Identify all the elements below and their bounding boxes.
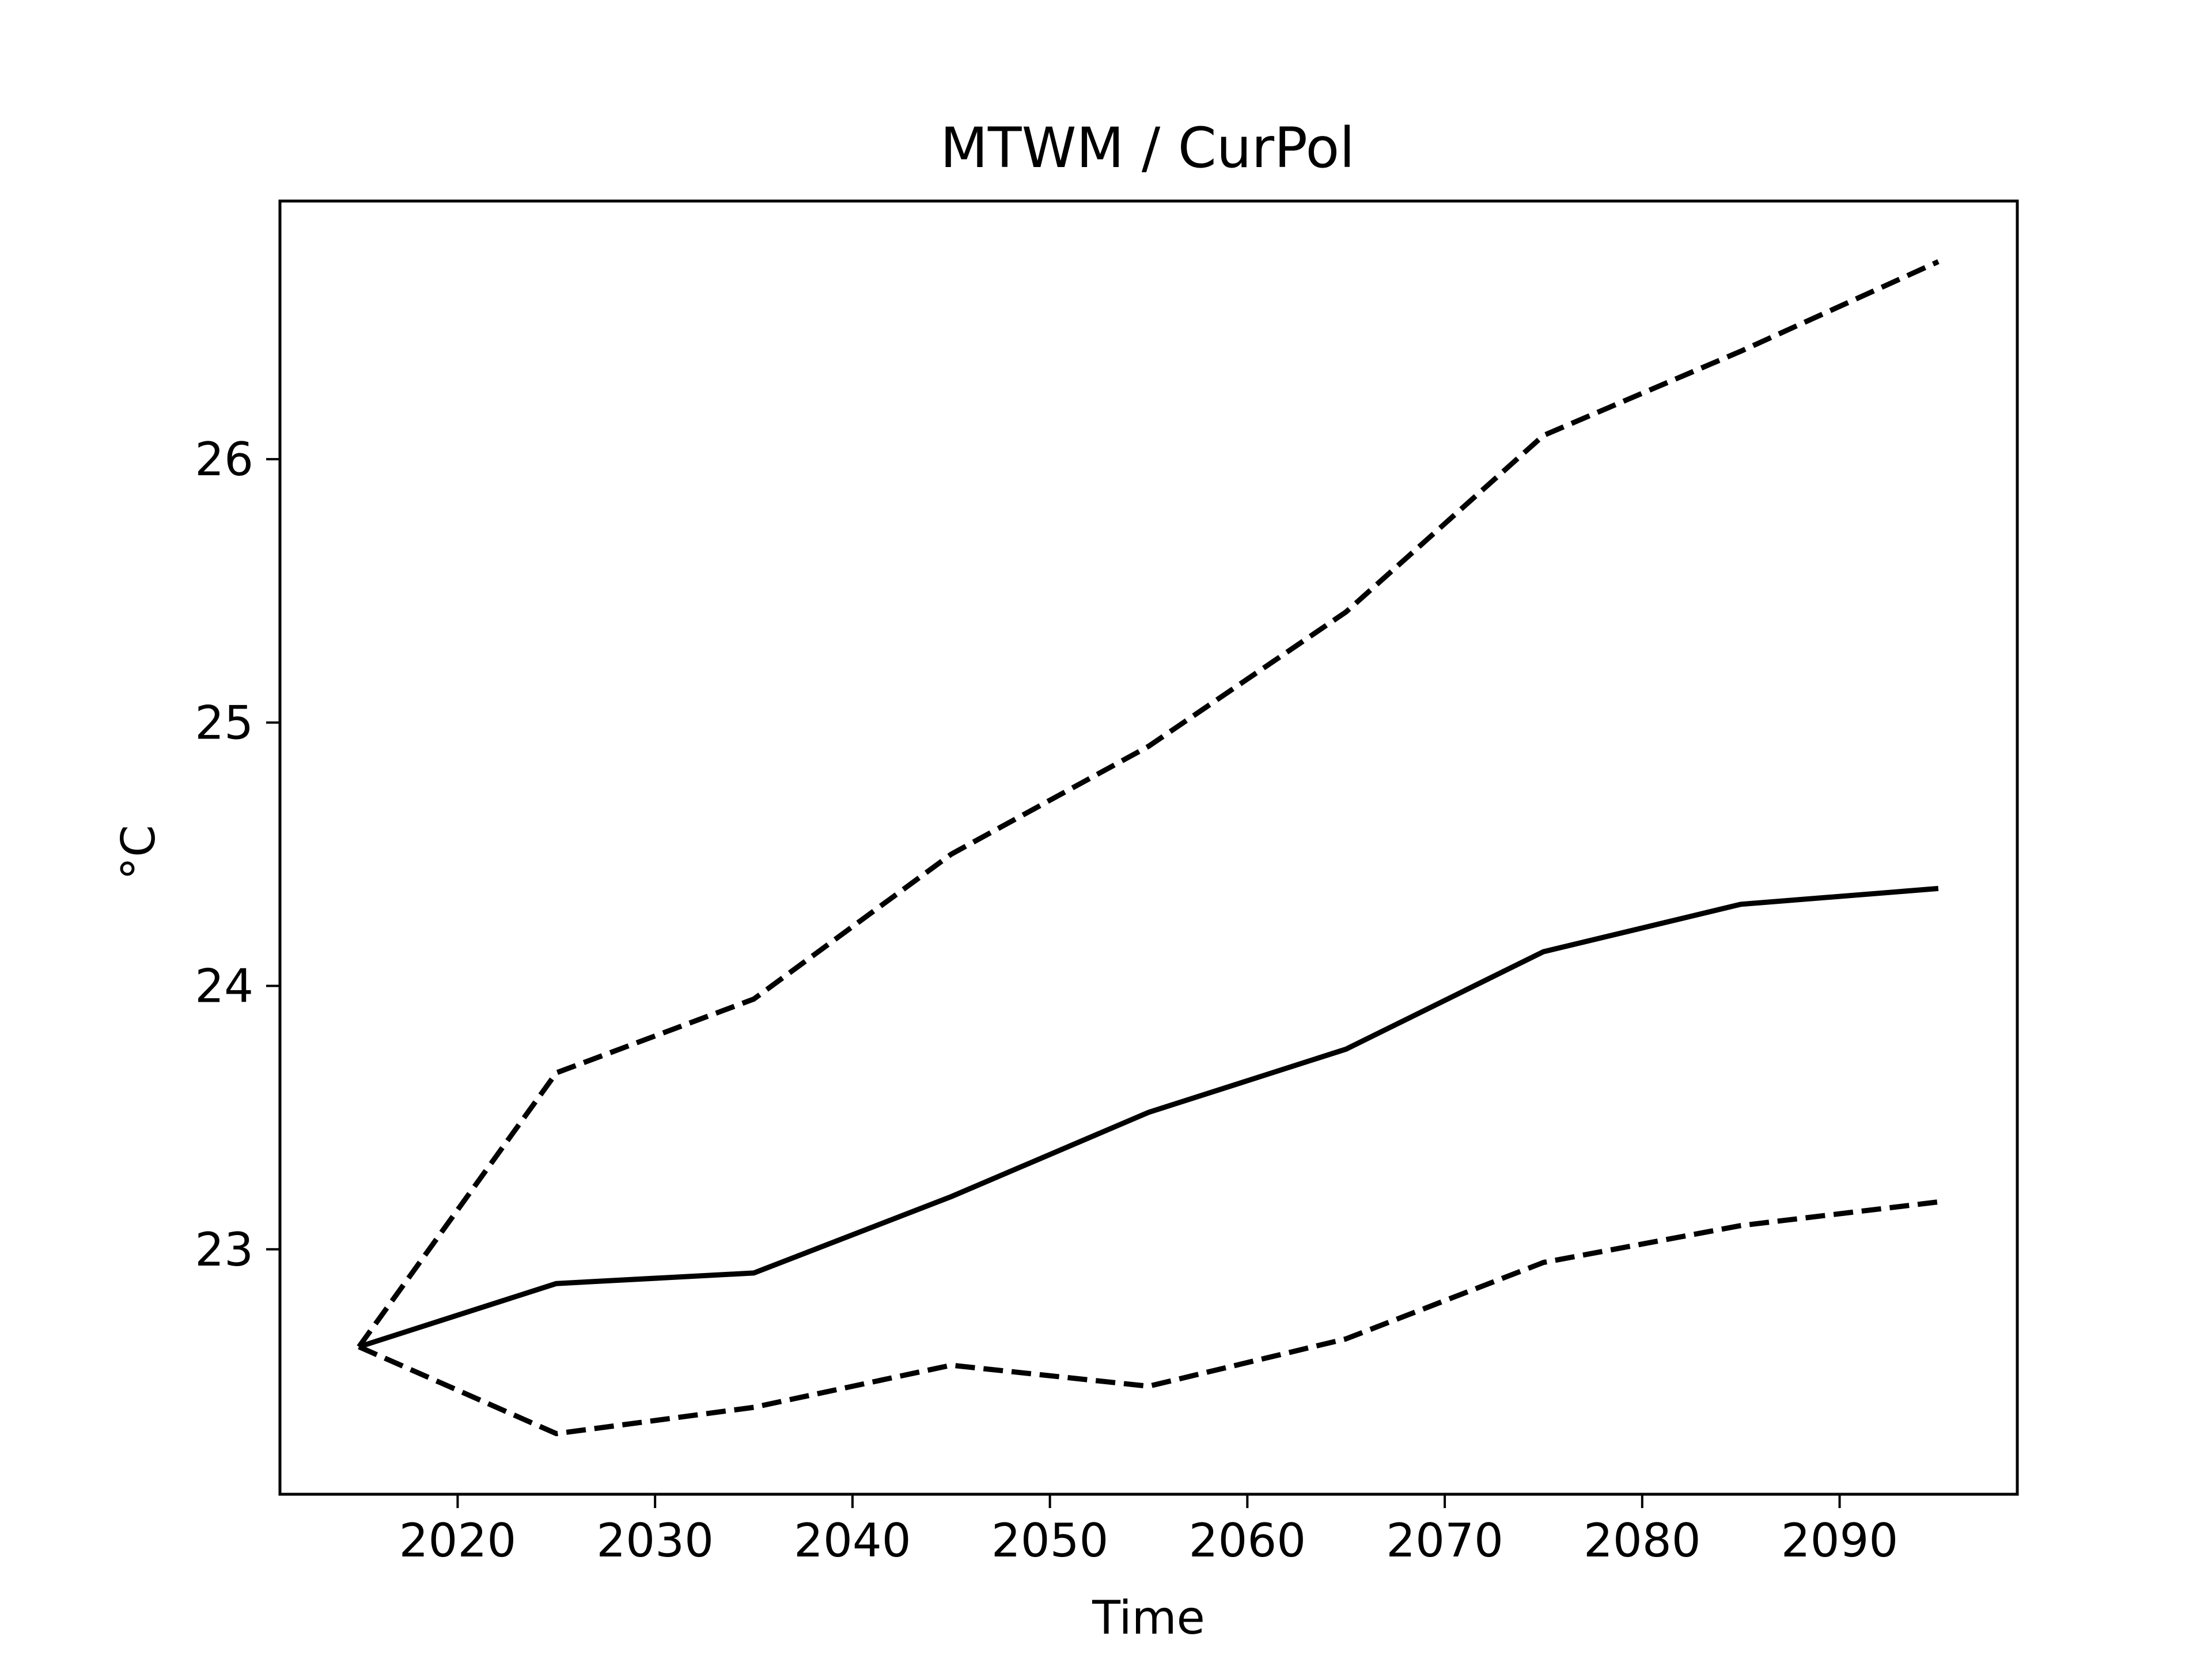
y-axis: 23 24 25 26 <box>195 433 280 1277</box>
x-tick-label: 2050 <box>991 1514 1109 1567</box>
y-axis-label: °C <box>112 825 165 880</box>
axes-frame <box>278 199 2019 1496</box>
x-tick-label: 2090 <box>1781 1514 1899 1567</box>
y-tick-label: 25 <box>195 696 253 749</box>
plot-area <box>357 259 1940 1437</box>
x-tick-label: 2040 <box>794 1514 911 1567</box>
dashed-series-line-0 <box>357 259 1940 1349</box>
x-tick-label: 2080 <box>1584 1514 1701 1567</box>
x-tick-label: 2020 <box>399 1514 517 1567</box>
chart-title: MTWM / CurPol <box>940 116 1355 180</box>
x-tick-label: 2030 <box>596 1514 714 1567</box>
y-tick-label: 23 <box>195 1223 253 1277</box>
x-tick-label: 2060 <box>1189 1514 1306 1567</box>
x-tick-label: 2070 <box>1386 1514 1503 1567</box>
solid-series-line-1 <box>358 885 1939 1350</box>
dashed-series-line-2 <box>358 1199 1939 1437</box>
y-tick-label: 24 <box>195 960 253 1013</box>
y-tick-label: 26 <box>195 433 253 486</box>
x-axis-label: Time <box>1092 1591 1205 1645</box>
x-axis: 2020 2030 2040 2050 2060 2070 2080 2090 <box>399 1494 1899 1567</box>
